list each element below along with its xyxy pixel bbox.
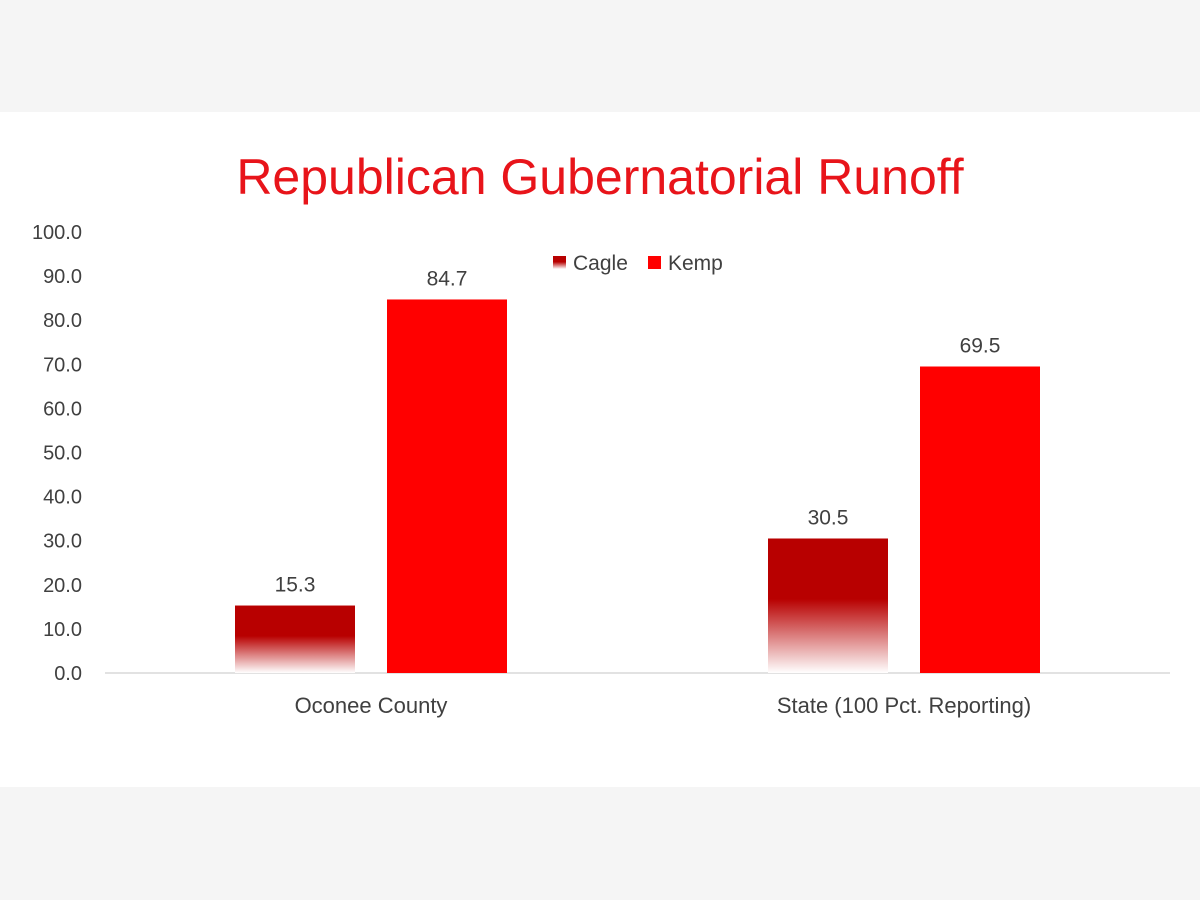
y-tick-label: 30.0 — [43, 531, 82, 553]
y-tick-label: 0.0 — [54, 663, 82, 685]
y-tick-label: 10.0 — [43, 619, 82, 641]
bars-group — [235, 299, 1040, 673]
legend-swatch-kemp — [648, 256, 661, 269]
category-label: Oconee County — [295, 693, 448, 718]
bar-kemp-1 — [920, 366, 1040, 673]
y-tick-label: 90.0 — [43, 266, 82, 288]
y-tick-label: 80.0 — [43, 310, 82, 332]
category-labels-group: Oconee County State (100 Pct. Reporting) — [295, 693, 1032, 718]
y-tick-label: 60.0 — [43, 398, 82, 420]
bar-kemp-0 — [387, 299, 507, 673]
data-label-kemp-1: 69.5 — [960, 335, 1001, 358]
data-label-cagle-0: 15.3 — [275, 574, 316, 597]
y-axis-ticks: 0.0 10.0 20.0 30.0 40.0 50.0 60.0 70.0 80.0 90.0 1… — [32, 222, 82, 685]
legend-label-cagle: Cagle — [573, 252, 628, 275]
legend-swatch-cagle — [553, 256, 566, 269]
category-label: State (100 Pct. Reporting) — [777, 693, 1031, 718]
y-tick-label: 20.0 — [43, 575, 82, 597]
data-label-kemp-0: 84.7 — [427, 267, 468, 290]
bar-cagle-1 — [768, 538, 888, 673]
legend-label-kemp: Kemp — [668, 252, 723, 275]
data-labels-group: 15.3 30.5 84.7 69.5 — [275, 267, 1001, 596]
data-label-cagle-1: 30.5 — [808, 506, 849, 529]
y-tick-label: 100.0 — [32, 222, 82, 244]
legend: Cagle Kemp — [553, 252, 723, 275]
bar-cagle-0 — [235, 605, 355, 673]
chart-title: Republican Gubernatorial Runoff — [236, 149, 964, 205]
y-tick-label: 70.0 — [43, 354, 82, 376]
y-tick-label: 40.0 — [43, 487, 82, 509]
y-tick-label: 50.0 — [43, 443, 82, 465]
